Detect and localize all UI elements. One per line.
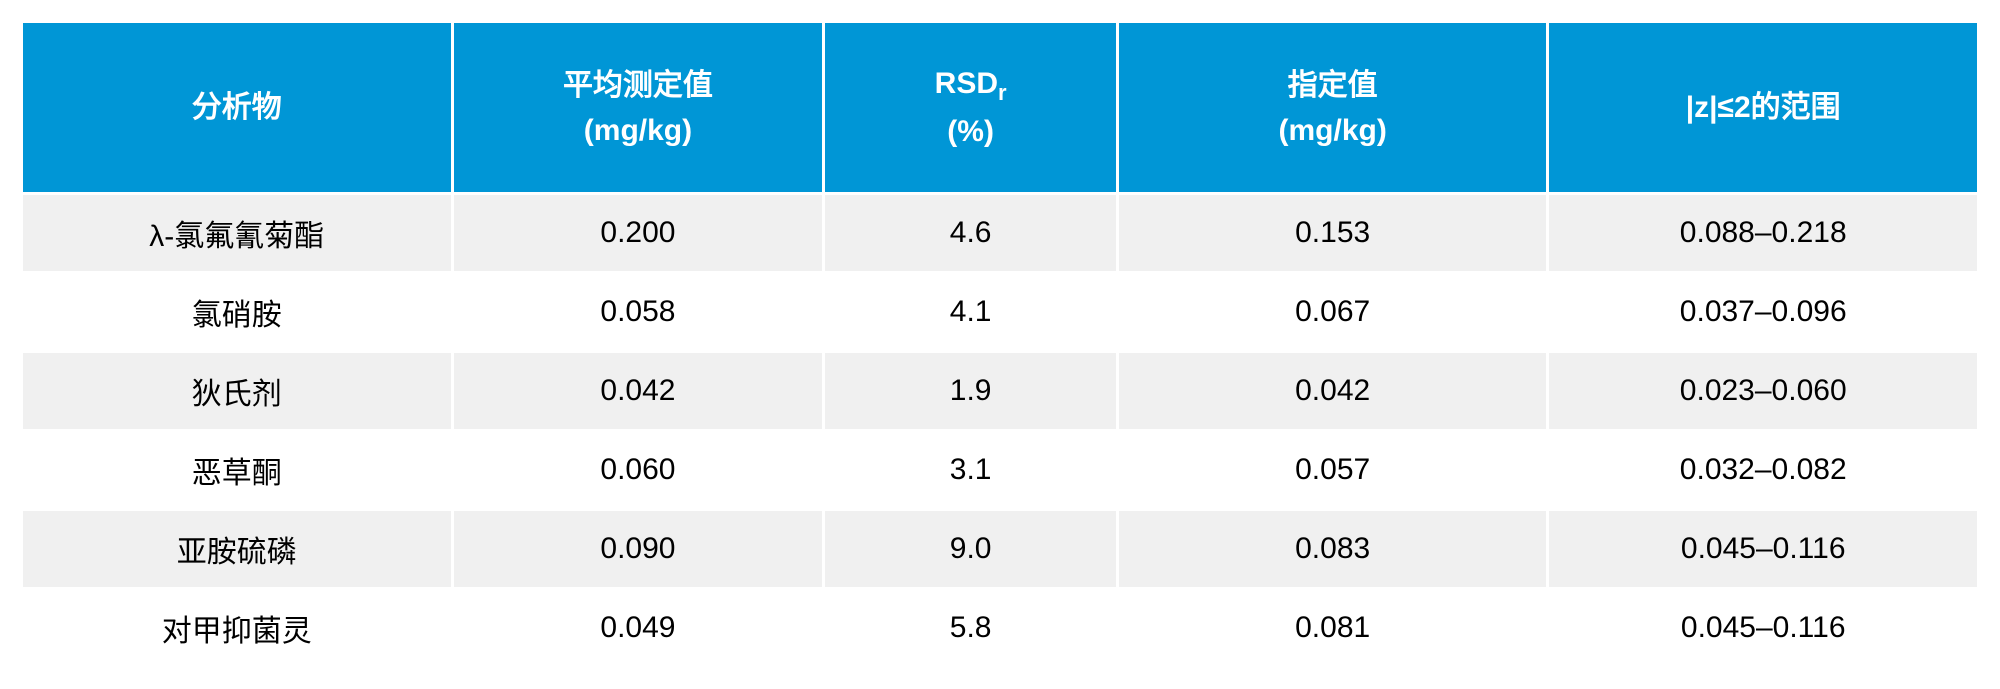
column-header-avg-value: 平均测定值(mg/kg) (452, 22, 824, 194)
cell-assigned: 0.083 (1117, 510, 1548, 589)
cell-zrange: 0.045–0.116 (1548, 589, 1979, 668)
table-row: λ-氯氟氰菊酯 0.200 4.6 0.153 0.088–0.218 (22, 194, 1979, 273)
cell-zrange: 0.023–0.060 (1548, 352, 1979, 431)
cell-analyte: λ-氯氟氰菊酯 (22, 194, 453, 273)
analyte-table: 分析物 平均测定值(mg/kg) RSDr(%) 指定值(mg/kg) |z|≤… (20, 20, 1980, 669)
table-header: 分析物 平均测定值(mg/kg) RSDr(%) 指定值(mg/kg) |z|≤… (22, 22, 1979, 194)
column-header-rsd: RSDr(%) (824, 22, 1118, 194)
column-header-z-range: |z|≤2的范围 (1548, 22, 1979, 194)
cell-analyte: 氯硝胺 (22, 273, 453, 352)
cell-rsd: 3.1 (824, 431, 1118, 510)
cell-rsd: 4.6 (824, 194, 1118, 273)
table-header-row: 分析物 平均测定值(mg/kg) RSDr(%) 指定值(mg/kg) |z|≤… (22, 22, 1979, 194)
table-row: 恶草酮 0.060 3.1 0.057 0.032–0.082 (22, 431, 1979, 510)
analyte-table-container: 分析物 平均测定值(mg/kg) RSDr(%) 指定值(mg/kg) |z|≤… (20, 20, 1980, 669)
cell-avg: 0.200 (452, 194, 824, 273)
cell-rsd: 4.1 (824, 273, 1118, 352)
cell-rsd: 1.9 (824, 352, 1118, 431)
table-row: 狄氏剂 0.042 1.9 0.042 0.023–0.060 (22, 352, 1979, 431)
cell-zrange: 0.037–0.096 (1548, 273, 1979, 352)
table-row: 对甲抑菌灵 0.049 5.8 0.081 0.045–0.116 (22, 589, 1979, 668)
cell-avg: 0.060 (452, 431, 824, 510)
cell-avg: 0.049 (452, 589, 824, 668)
column-header-assigned-value: 指定值(mg/kg) (1117, 22, 1548, 194)
table-row: 氯硝胺 0.058 4.1 0.067 0.037–0.096 (22, 273, 1979, 352)
cell-avg: 0.090 (452, 510, 824, 589)
table-body: λ-氯氟氰菊酯 0.200 4.6 0.153 0.088–0.218 氯硝胺 … (22, 194, 1979, 668)
cell-rsd: 5.8 (824, 589, 1118, 668)
cell-zrange: 0.088–0.218 (1548, 194, 1979, 273)
column-header-analyte: 分析物 (22, 22, 453, 194)
cell-analyte: 狄氏剂 (22, 352, 453, 431)
cell-assigned: 0.042 (1117, 352, 1548, 431)
cell-avg: 0.042 (452, 352, 824, 431)
cell-zrange: 0.045–0.116 (1548, 510, 1979, 589)
cell-analyte: 对甲抑菌灵 (22, 589, 453, 668)
table-row: 亚胺硫磷 0.090 9.0 0.083 0.045–0.116 (22, 510, 1979, 589)
cell-analyte: 亚胺硫磷 (22, 510, 453, 589)
cell-assigned: 0.057 (1117, 431, 1548, 510)
cell-assigned: 0.067 (1117, 273, 1548, 352)
cell-zrange: 0.032–0.082 (1548, 431, 1979, 510)
cell-analyte: 恶草酮 (22, 431, 453, 510)
cell-avg: 0.058 (452, 273, 824, 352)
cell-assigned: 0.153 (1117, 194, 1548, 273)
cell-rsd: 9.0 (824, 510, 1118, 589)
cell-assigned: 0.081 (1117, 589, 1548, 668)
